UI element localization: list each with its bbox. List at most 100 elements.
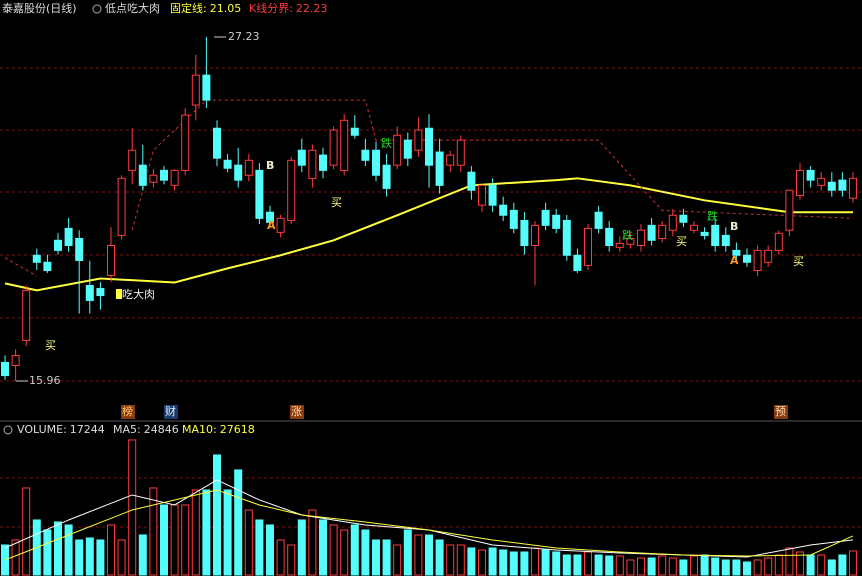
volume-bar [308, 509, 317, 576]
volume-bar [605, 555, 614, 576]
candle-body [107, 244, 115, 276]
candle-body [149, 174, 158, 183]
volume-bar [403, 529, 412, 576]
candle-body [764, 249, 773, 263]
candle-body [711, 224, 720, 246]
volume-bar [425, 534, 433, 576]
candle-body [488, 184, 497, 206]
candle-body [11, 354, 20, 366]
candle-body [700, 231, 709, 236]
volume-bar [520, 551, 529, 576]
event-box [290, 405, 304, 419]
volume-bar [573, 554, 582, 576]
candle-body [658, 224, 667, 239]
candle-body [849, 177, 857, 199]
candle-body [721, 234, 730, 246]
volume-bar [149, 487, 158, 576]
candle-body [467, 171, 476, 191]
volume-bar [743, 561, 751, 576]
menu-icon[interactable] [3, 425, 13, 435]
volume-bar [446, 544, 455, 576]
event-marker[interactable]: 预 [775, 405, 786, 418]
event-marker[interactable]: 榜 [122, 404, 133, 418]
legend-value: 27618 [220, 423, 255, 436]
candle-body [350, 127, 359, 136]
candle-body [372, 149, 380, 176]
candle-body [446, 154, 455, 166]
fixed-line-text: 固定线: 21.05 [170, 1, 241, 15]
candle-body [43, 261, 52, 272]
volume-bar [827, 559, 836, 576]
candle-body [96, 288, 105, 297]
annotation: B [266, 159, 274, 172]
candle-body [382, 164, 391, 189]
candle-body [85, 284, 94, 301]
candle-body [403, 139, 412, 159]
volume-bar [552, 551, 561, 576]
candle-body [509, 209, 518, 229]
candle-body [117, 177, 126, 236]
candle-body [223, 159, 232, 169]
high-label: 27.23 [228, 30, 260, 43]
candle-body [361, 149, 370, 161]
annotation: 买 [45, 339, 56, 352]
volume-bar [191, 489, 200, 576]
volume-bar [160, 504, 168, 576]
line [4, 177, 853, 292]
candle-body [478, 184, 486, 206]
candle-body [202, 74, 211, 101]
volume-bar [849, 550, 857, 576]
annotation: 买 [676, 235, 687, 248]
volume-bar [266, 524, 274, 576]
indicator-name: 低点吃大肉 [105, 1, 160, 15]
event-marker[interactable]: 涨 [291, 405, 302, 418]
volume-bar [796, 551, 804, 576]
volume-bar [329, 524, 338, 576]
volume-bar [255, 519, 264, 576]
candle-body [191, 74, 200, 106]
candle-body [340, 119, 349, 171]
volume-bar [626, 559, 635, 576]
candle-body [679, 214, 688, 223]
volume-bar [711, 557, 720, 576]
volume-bar [700, 554, 709, 576]
menu-icon[interactable] [92, 4, 102, 14]
candle-body [266, 211, 274, 223]
event-box [121, 405, 135, 419]
candle-body [774, 232, 783, 251]
candle-body [64, 227, 73, 246]
volume-bar [584, 551, 592, 576]
volume-bar [531, 547, 539, 576]
boundary-label: K线分界: [249, 1, 293, 15]
candle-body [520, 219, 529, 246]
candle-body [1, 361, 9, 377]
marks [1, 36, 857, 576]
candle-body [690, 224, 698, 231]
volume-bar [615, 555, 624, 576]
candle-body [456, 139, 465, 166]
annotation: 买 [331, 196, 342, 209]
volume-bar [456, 544, 465, 576]
volume-bar [181, 504, 190, 576]
annotation: 吃大肉 [122, 287, 155, 301]
volume-bar [467, 547, 476, 576]
volume-bar [488, 547, 497, 576]
candle-body [213, 127, 221, 159]
event-box [164, 405, 178, 419]
volume-bar [223, 489, 232, 576]
volume-bar [817, 554, 826, 576]
chart-title: 泰嘉股份(日线) [2, 1, 77, 15]
volume-text: VOLUME: 17244 [17, 423, 105, 436]
boundary-text: K线分界: 22.23 [249, 1, 327, 15]
event-marker[interactable]: 财 [165, 404, 176, 418]
volume-bar [22, 487, 31, 576]
volume-bar [43, 529, 52, 576]
candle-body [743, 254, 751, 263]
signal-box [116, 289, 122, 299]
candle-body [626, 237, 635, 245]
ma10-text: MA10: 27618 [182, 423, 255, 436]
line [4, 99, 854, 277]
candle-body [181, 114, 190, 171]
volume-bar [202, 489, 211, 576]
